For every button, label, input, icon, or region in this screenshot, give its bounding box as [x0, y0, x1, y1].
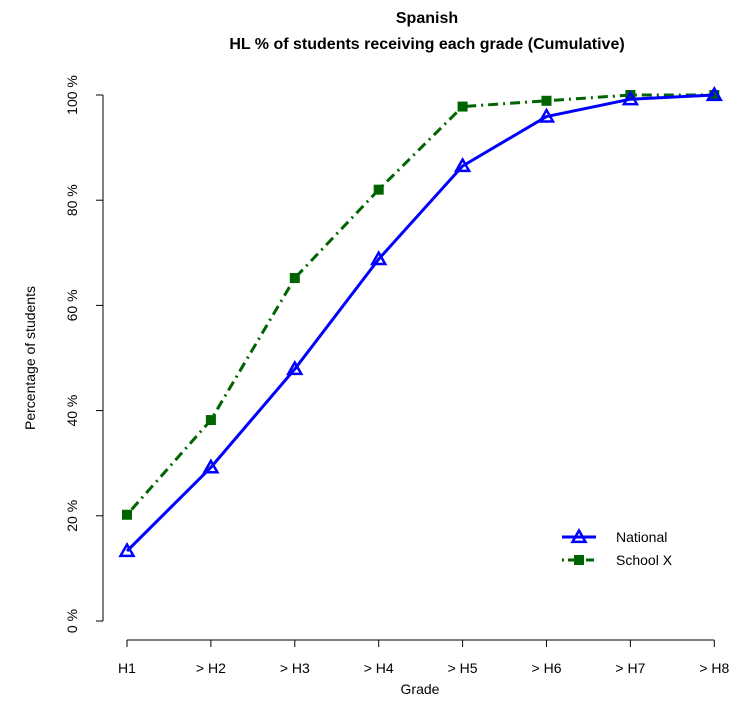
series-line: [125, 93, 715, 553]
x-axis-label: Grade: [401, 681, 440, 697]
y-tick-label: 0 %: [64, 609, 80, 633]
legend-label: School X: [616, 552, 673, 568]
chart-subtitle: HL % of students receiving each grade (C…: [229, 36, 624, 53]
legend-entry: National: [562, 527, 667, 545]
data-point: [621, 90, 640, 106]
series-national: [118, 85, 723, 558]
x-tick-label: H1: [118, 660, 136, 676]
data-point: [286, 360, 304, 376]
legend: National School X: [562, 527, 673, 568]
series-layer: [118, 85, 723, 558]
x-tick-label: > H2: [196, 660, 226, 676]
axes: H1 > H2 > H3 > H4 > H5 > H6 > H7 > H8 0 % 20 % 40 …: [64, 75, 729, 676]
data-point: [122, 509, 132, 520]
legend-entry: School X: [562, 552, 673, 568]
data-point: [202, 458, 220, 474]
x-tick-label: > H3: [280, 660, 310, 676]
legend-marker: [574, 555, 584, 565]
x-tick-label: > H8: [699, 660, 729, 676]
legend-label: National: [616, 529, 667, 545]
data-point: [453, 156, 472, 173]
data-point: [373, 184, 384, 195]
y-axis-label: Percentage of students: [22, 286, 38, 430]
y-tick-label: 80 %: [64, 184, 80, 216]
data-point: [289, 273, 300, 284]
series-line: [125, 93, 715, 516]
x-tick-label: > H6: [532, 660, 562, 676]
y-tick-label: 20 %: [64, 500, 80, 532]
data-point: [370, 250, 388, 266]
data-point: [541, 95, 552, 106]
data-point: [457, 101, 468, 112]
series-school-x: [122, 90, 720, 520]
data-point: [537, 107, 556, 123]
legend-marker: [570, 527, 588, 544]
data-point: [118, 542, 136, 558]
y-tick-label: 40 %: [64, 395, 80, 427]
x-tick-label: > H7: [615, 660, 645, 676]
x-tick-label: > H5: [448, 660, 478, 676]
chart-title: Spanish: [396, 10, 458, 27]
x-tick-label: > H4: [364, 660, 394, 676]
y-tick-label: 100 %: [64, 75, 80, 115]
data-point: [205, 415, 216, 426]
data-point: [705, 85, 723, 102]
y-tick-label: 60 %: [64, 289, 80, 321]
